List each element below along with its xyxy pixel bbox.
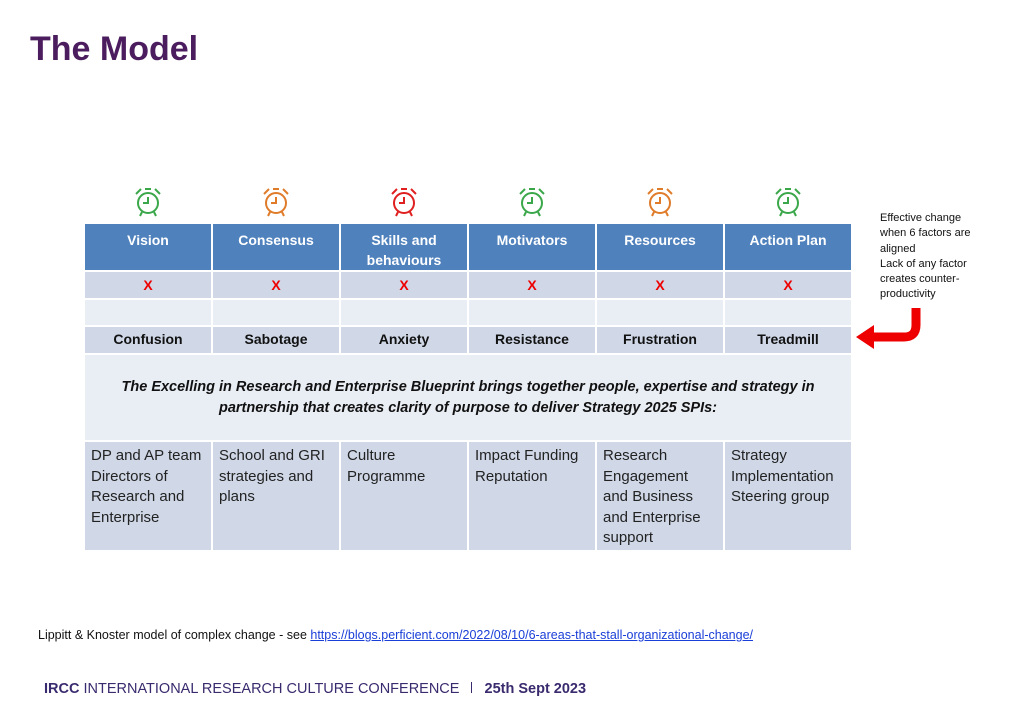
blueprint-cell: The Excelling in Research and Enterprise…	[85, 355, 851, 440]
clock-icon	[649, 192, 671, 214]
footer-date: 25th Sept 2023	[484, 681, 587, 697]
clock-icon	[655, 197, 661, 204]
clock-icon	[393, 192, 415, 214]
body-cell: School and GRI strategies and plans	[213, 442, 339, 550]
clock-icon	[143, 197, 149, 204]
spacer-cell	[85, 300, 211, 325]
spacer-cell	[213, 300, 339, 325]
outcome-cell: Anxiety	[341, 327, 467, 353]
mark-cell: X	[85, 272, 211, 298]
outcome-cell: Sabotage	[213, 327, 339, 353]
side-note: Effective change when 6 factors are alig…	[880, 211, 990, 303]
spacer-cell	[597, 300, 723, 325]
outcome-cell: Frustration	[597, 327, 723, 353]
source: Lippitt & Knoster model of complex chang…	[38, 628, 753, 642]
clock-icon	[775, 188, 801, 217]
outcome-cell: Resistance	[469, 327, 595, 353]
separator	[471, 682, 473, 693]
clock-icon	[399, 197, 405, 204]
mark-cell: X	[725, 272, 851, 298]
spacer-cell	[469, 300, 595, 325]
mark-cell: X	[469, 272, 595, 298]
clock-icon	[137, 192, 159, 214]
arrow-head	[856, 325, 874, 349]
title: The Model	[30, 30, 199, 68]
header-cell: Resources	[597, 224, 723, 270]
footer-org: IRCC	[44, 681, 80, 697]
clock-icon	[777, 192, 799, 214]
spacer-cell	[341, 300, 467, 325]
clock-icon	[135, 188, 161, 217]
clock-icon	[263, 188, 289, 217]
mark-cell: X	[341, 272, 467, 298]
clock-icon	[647, 188, 673, 217]
mark-cell: X	[597, 272, 723, 298]
footer: IRCC INTERNATIONAL RESEARCH CULTURE CONF…	[44, 681, 586, 697]
clock-icon	[783, 197, 789, 204]
spacer-cell	[725, 300, 851, 325]
header-cell: Vision	[85, 224, 211, 270]
clock-icon	[271, 197, 277, 204]
header-cell: Skills and behaviours	[341, 224, 467, 270]
header-cell: Consensus	[213, 224, 339, 270]
outcome-cell: Confusion	[85, 327, 211, 353]
source-text: Lippitt & Knoster model of complex chang…	[38, 628, 311, 642]
header-cell: Motivators	[469, 224, 595, 270]
side-note-line: Effective change when 6 factors are alig…	[880, 212, 971, 255]
body-cell: Culture Programme	[341, 442, 467, 550]
footer-name: INTERNATIONAL RESEARCH CULTURE CONFERENC…	[83, 681, 460, 697]
curved-arrow	[872, 308, 921, 342]
clock-icon	[521, 192, 543, 214]
body-cell: Strategy Implementation Steering group	[725, 442, 851, 550]
header-cell: Action Plan	[725, 224, 851, 270]
clock-icon	[519, 188, 545, 217]
body-cell: DP and AP team Directors of Research and…	[85, 442, 211, 550]
clock-icon	[527, 197, 533, 204]
clock-icon	[265, 192, 287, 214]
source-link[interactable]: https://blogs.perficient.com/2022/08/10/…	[310, 628, 753, 642]
body-cell: Research Engagement and Business and Ent…	[597, 442, 723, 550]
side-note-line: Lack of any factor creates counter-produ…	[880, 257, 967, 301]
body-cell: Impact Funding Reputation	[469, 442, 595, 550]
mark-cell: X	[213, 272, 339, 298]
clock-icon	[391, 188, 417, 217]
outcome-cell: Treadmill	[725, 327, 851, 353]
